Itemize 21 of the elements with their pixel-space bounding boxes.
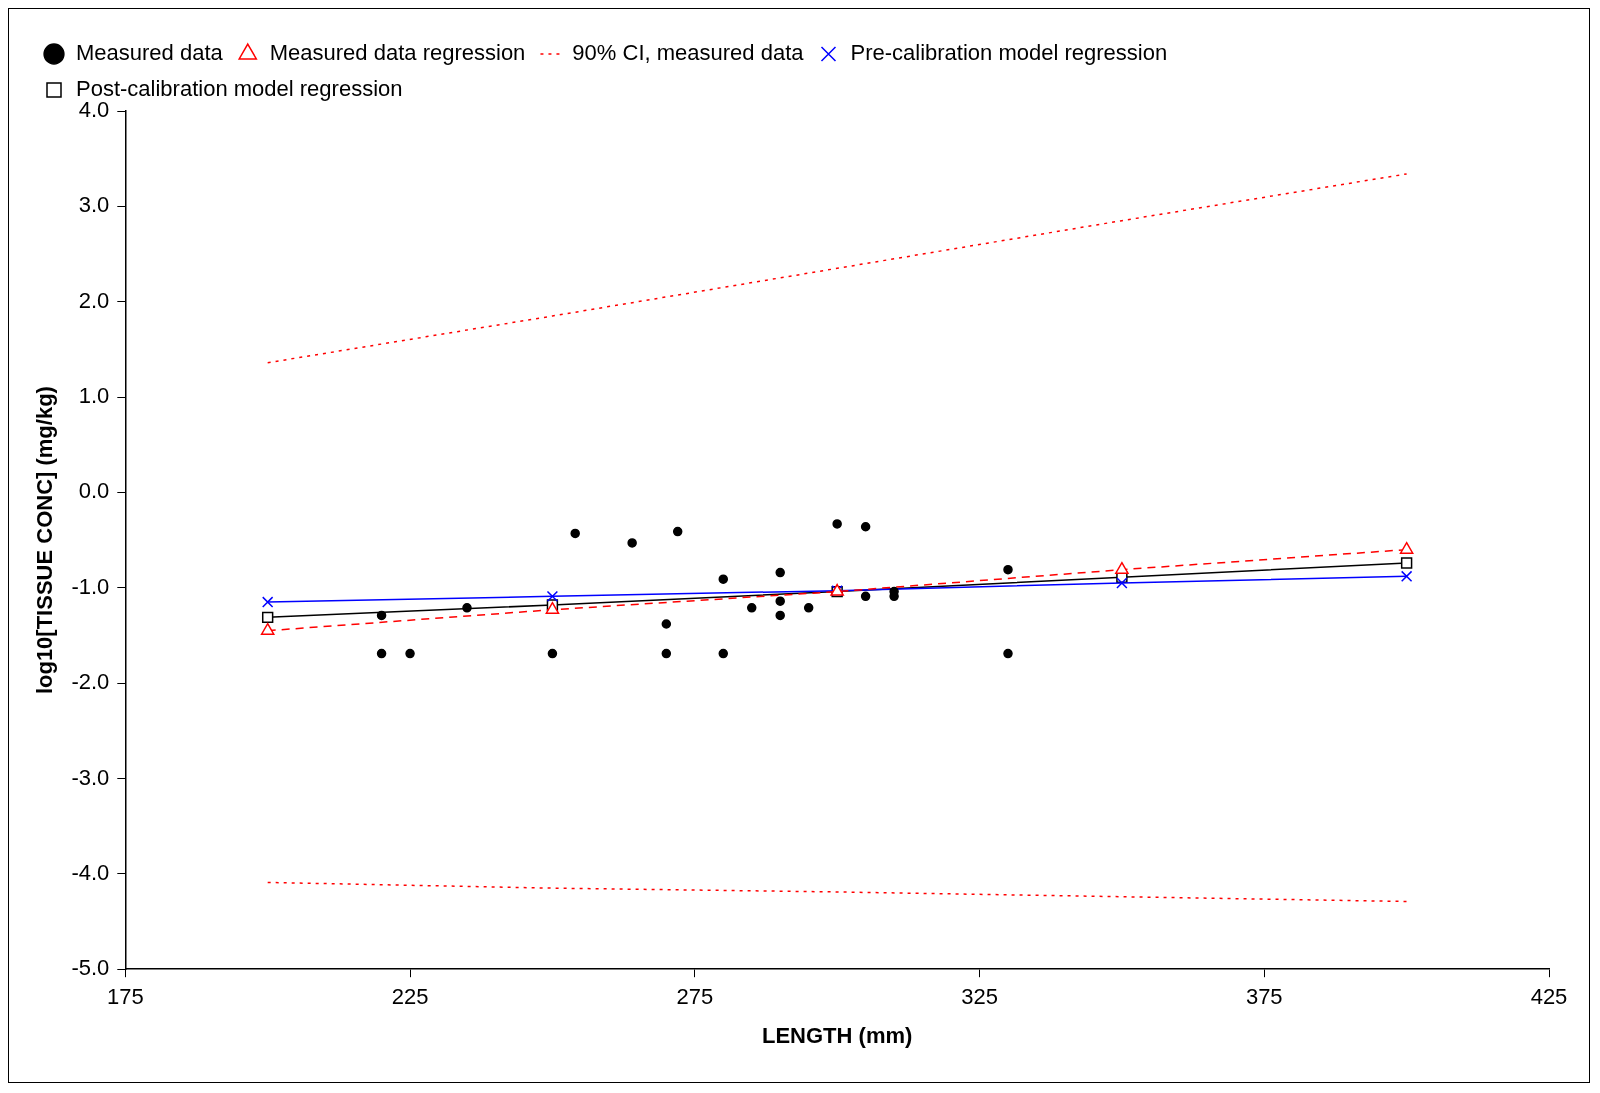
y-axis-title: log10[TISSUE CONC] (mg/kg): [32, 386, 58, 695]
legend-label: Pre-calibration model regression: [850, 40, 1168, 66]
x-tick-label: 225: [391, 984, 429, 1010]
y-tick-label: -3.0: [71, 764, 110, 790]
x-tick-label: 425: [1530, 984, 1568, 1010]
y-tick-label: 2.0: [78, 287, 110, 313]
y-tick-label: -5.0: [71, 955, 110, 981]
x-tick-label: 375: [1245, 984, 1283, 1010]
legend-label: 90% CI, measured data: [572, 40, 805, 66]
legend-label: Measured data regression: [269, 40, 526, 66]
legend-label: Measured data: [76, 40, 224, 66]
y-tick-label: -1.0: [71, 573, 110, 599]
x-tick-label: 175: [106, 984, 144, 1010]
y-tick-label: 3.0: [78, 192, 110, 218]
x-tick-label: 325: [961, 984, 998, 1010]
y-tick-label: -4.0: [71, 859, 110, 885]
y-tick-label: 1.0: [78, 383, 110, 409]
y-tick-label: 0.0: [78, 478, 110, 504]
y-tick-label: -2.0: [71, 669, 110, 695]
x-tick-label: 275: [676, 984, 714, 1010]
x-axis-title: LENGTH (mm): [761, 1022, 913, 1048]
